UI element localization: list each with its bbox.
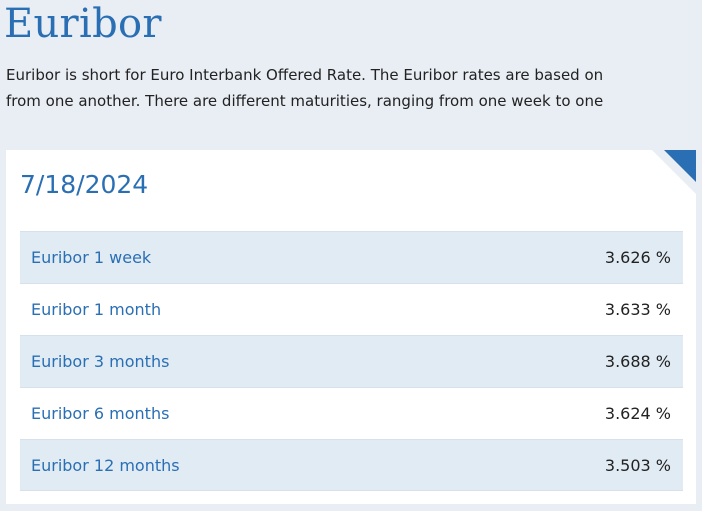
corner-fold-icon [652, 150, 696, 194]
rate-link[interactable]: Euribor 1 month [31, 300, 162, 319]
rate-row: Euribor 3 months 3.688 % [20, 335, 683, 387]
rate-link[interactable]: Euribor 6 months [31, 404, 170, 423]
rate-row: Euribor 6 months 3.624 % [20, 387, 683, 439]
rate-value: 3.624 % [604, 404, 671, 423]
intro-paragraph: Euribor is short for Euro Interbank Offe… [6, 62, 702, 114]
rates-date: 7/18/2024 [20, 170, 149, 199]
page-title: Euribor [4, 1, 162, 47]
rate-row: Euribor 1 month 3.633 % [20, 283, 683, 335]
rate-link[interactable]: Euribor 3 months [31, 352, 170, 371]
rate-value: 3.503 % [604, 455, 671, 475]
rate-row: Euribor 12 months 3.503 % [20, 439, 683, 491]
rate-value: 3.633 % [604, 300, 671, 319]
rates-list: Euribor 1 week 3.626 % Euribor 1 month 3… [20, 231, 683, 491]
intro-line: from one another. There are different ma… [6, 92, 604, 110]
rate-row: Euribor 1 week 3.626 % [20, 231, 683, 283]
rate-value: 3.688 % [604, 352, 671, 371]
intro-line: Euribor is short for Euro Interbank Offe… [6, 66, 604, 84]
rate-value: 3.626 % [604, 248, 671, 267]
rate-link[interactable]: Euribor 1 week [31, 248, 152, 267]
rates-card: 7/18/2024 Euribor 1 week 3.626 % Euribor… [6, 150, 696, 504]
rate-link[interactable]: Euribor 12 months [31, 455, 180, 475]
